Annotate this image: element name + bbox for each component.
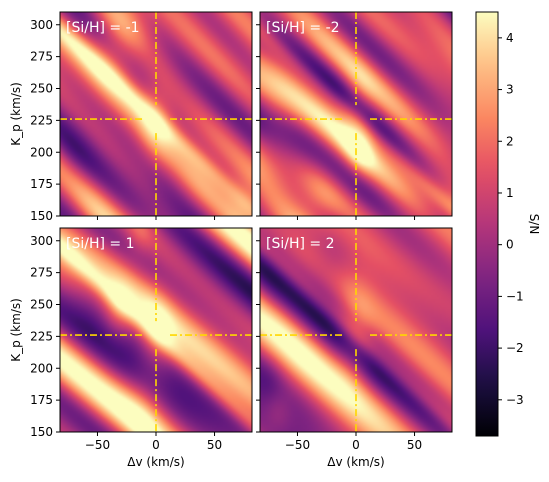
x-tick-label: 50 bbox=[407, 438, 422, 452]
y-axis-label: K_p (km/s) bbox=[9, 298, 23, 362]
y-tick-label: 300 bbox=[30, 234, 53, 248]
heatmap-panel-2: [Si/H] = -2 bbox=[256, 11, 453, 220]
x-tick-label: −50 bbox=[85, 438, 110, 452]
heatmap-panel-4: [Si/H] = 2 −50 0 50 Δv (km/s) bbox=[256, 227, 453, 469]
colorbar-label: S/N bbox=[527, 214, 541, 235]
panels-layer: [Si/H] = -1 150 175 200 225 250 275 300 K_p (km/… bbox=[9, 11, 453, 469]
y-tick-label: 300 bbox=[30, 18, 53, 32]
y-tick-label: 275 bbox=[30, 50, 53, 64]
y-tick-label: 175 bbox=[30, 177, 53, 191]
y-tick-label: 150 bbox=[30, 425, 53, 439]
y-tick-label: 225 bbox=[30, 329, 53, 343]
y-tick-label: 250 bbox=[30, 298, 53, 312]
x-tick-label: 0 bbox=[352, 438, 360, 452]
x-axis-label: Δv (km/s) bbox=[127, 455, 184, 469]
x-axis-label: Δv (km/s) bbox=[327, 455, 384, 469]
colorbar-tick-label: 1 bbox=[506, 186, 514, 200]
panel-label: [Si/H] = -2 bbox=[266, 20, 340, 36]
y-tick-label: 200 bbox=[30, 145, 53, 159]
colorbar: −3 −2 −1 0 1 2 3 4 S/N bbox=[475, 11, 541, 437]
colorbar-tick-label: 0 bbox=[506, 238, 514, 252]
y-tick-label: 275 bbox=[30, 266, 53, 280]
colorbar-tick-label: −2 bbox=[506, 341, 524, 355]
y-axis-label: K_p (km/s) bbox=[9, 82, 23, 146]
x-tick-label: 50 bbox=[207, 438, 222, 452]
x-tick-label: −50 bbox=[285, 438, 310, 452]
colorbar-tick-label: −3 bbox=[506, 393, 524, 407]
y-tick-label: 250 bbox=[30, 82, 53, 96]
y-tick-label: 225 bbox=[30, 113, 53, 127]
y-tick-label: 150 bbox=[30, 209, 53, 223]
heatmap-panel-3: [Si/H] = 1 −50 0 50 150 175 200 225 250 275 300 Δv … bbox=[9, 227, 253, 469]
y-tick-label: 200 bbox=[30, 361, 53, 375]
heatmap-panel-1: [Si/H] = -1 150 175 200 225 250 275 300 K_p (km/… bbox=[9, 11, 253, 223]
x-tick-label: 0 bbox=[152, 438, 160, 452]
panel-label: [Si/H] = 1 bbox=[66, 236, 134, 252]
panel-label: [Si/H] = 2 bbox=[266, 236, 334, 252]
colorbar-tick-label: 3 bbox=[506, 83, 514, 97]
colorbar-tick-label: −1 bbox=[506, 289, 524, 303]
colorbar-gradient bbox=[475, 11, 499, 437]
colorbar-tick-label: 4 bbox=[506, 31, 514, 45]
colorbar-tick-label: 2 bbox=[506, 134, 514, 148]
panel-label: [Si/H] = -1 bbox=[66, 20, 140, 36]
y-tick-label: 175 bbox=[30, 393, 53, 407]
